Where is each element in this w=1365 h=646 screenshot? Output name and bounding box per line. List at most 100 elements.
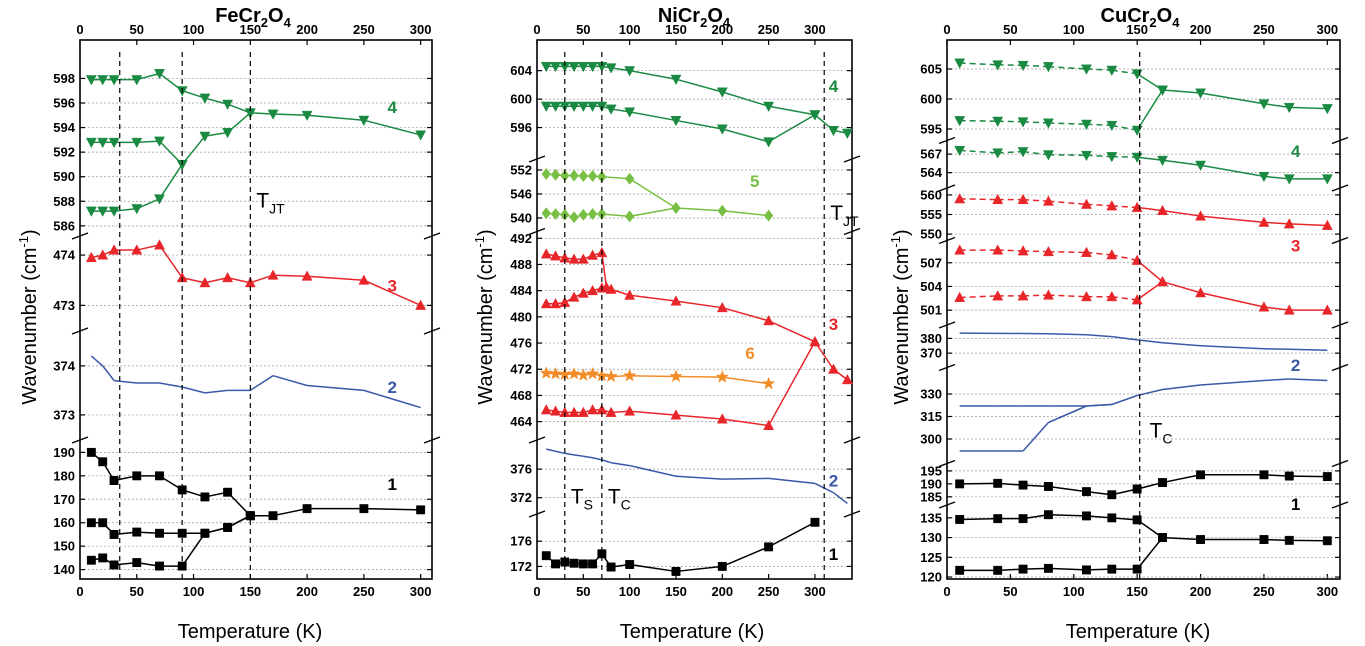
data-point <box>624 107 636 118</box>
axis-break-right <box>843 155 861 163</box>
data-point <box>954 145 966 157</box>
panel-3: 501 504 507 3 <box>920 236 1349 318</box>
series-line-segment <box>1048 250 1087 254</box>
series-line-segment <box>227 276 251 284</box>
data-point <box>670 295 682 306</box>
x-tick-label-top: 100 <box>1063 22 1085 37</box>
series-line-segment <box>1263 306 1290 311</box>
series-line-segment <box>136 244 160 251</box>
data-point <box>587 61 599 73</box>
data-point <box>540 404 552 415</box>
series-line-segment <box>1048 405 1087 424</box>
data-point <box>992 116 1004 127</box>
data-point <box>624 210 635 223</box>
axis-break-left <box>938 236 956 245</box>
data-point <box>1321 174 1333 185</box>
x-tick-label-bottom: 50 <box>576 584 590 599</box>
axis-break-left <box>938 136 956 145</box>
data-point <box>605 104 617 115</box>
series-0 <box>954 145 1333 185</box>
transition-label: TJT <box>256 189 285 216</box>
series-1 <box>955 533 1167 575</box>
series-line-segment <box>250 112 274 115</box>
series-0 <box>86 447 426 521</box>
data-point <box>716 124 728 135</box>
data-point <box>568 101 580 113</box>
data-point <box>841 373 853 385</box>
x-tick-label-bottom: 250 <box>353 584 375 599</box>
x-tick-label-bottom: 250 <box>758 584 780 599</box>
y-tick-label: 590 <box>53 169 75 184</box>
series-line-segment <box>1111 295 1138 301</box>
data-point <box>132 558 142 568</box>
data-point <box>577 287 589 298</box>
data-point <box>1157 275 1168 287</box>
mode-label: 5 <box>750 172 759 191</box>
data-point <box>670 74 682 85</box>
data-point <box>715 370 729 383</box>
y-tick-label: 598 <box>53 71 75 86</box>
data-point <box>222 271 234 283</box>
data-point <box>540 297 552 309</box>
y-tick-label: 540 <box>510 211 532 226</box>
data-point <box>670 115 682 127</box>
data-point <box>1107 490 1117 500</box>
data-point <box>540 61 552 73</box>
data-point <box>763 209 774 222</box>
data-point <box>955 479 965 489</box>
y-tick-label: 507 <box>920 255 942 270</box>
data-point <box>85 137 97 149</box>
axis-break-right <box>423 327 441 335</box>
data-point <box>1259 470 1269 480</box>
x-tick-label-top: 0 <box>76 22 83 37</box>
panel-7: 120 125 130 135 1 <box>920 495 1349 585</box>
mode-label: 3 <box>388 276 397 295</box>
data-point <box>568 291 580 302</box>
data-point <box>1195 160 1207 172</box>
series-line-segment <box>102 365 115 382</box>
data-point <box>108 75 120 86</box>
series-2 <box>86 511 255 571</box>
series-line-segment <box>363 279 421 307</box>
series-line-segment <box>1136 388 1163 397</box>
series-line-segment <box>181 532 206 567</box>
series-line-segment <box>1136 89 1164 131</box>
data-point <box>109 529 119 539</box>
series-line-segment <box>182 276 206 284</box>
series-line-segment <box>722 477 769 480</box>
y-tick-label: 546 <box>510 187 532 202</box>
data-point <box>568 61 580 73</box>
data-point <box>199 93 211 104</box>
series-line-segment <box>1086 68 1112 71</box>
data-point <box>415 299 427 310</box>
data-point <box>97 75 109 86</box>
x-tick-label-top: 300 <box>1316 22 1338 37</box>
series-line-segment <box>675 207 723 212</box>
y-tick-label: 160 <box>53 515 75 530</box>
y-axis-label-sup: -1 <box>472 236 487 248</box>
series-line-segment <box>959 62 998 66</box>
data-point <box>587 404 599 415</box>
axis-break-right <box>843 510 861 518</box>
data-point <box>578 169 589 183</box>
data-point <box>1107 513 1117 523</box>
data-point <box>267 109 279 120</box>
data-point <box>828 125 839 137</box>
data-point <box>1042 150 1054 161</box>
data-point <box>108 206 120 217</box>
series-line-segment <box>1111 205 1138 209</box>
series-line-segment <box>814 341 835 370</box>
chart-title-cucr2o4: CuCr2O4 <box>1101 5 1181 30</box>
series-line-segment <box>181 135 206 165</box>
y-tick-label: 185 <box>920 489 942 504</box>
series-0 <box>959 332 1328 351</box>
series-line-segment <box>1263 103 1290 109</box>
data-point <box>993 565 1003 575</box>
data-point <box>568 406 580 417</box>
data-point <box>992 60 1004 71</box>
series-line-segment <box>1289 223 1328 227</box>
data-point <box>1283 304 1295 315</box>
data-point <box>200 528 210 538</box>
panel-1: 564 567 <box>920 136 1349 185</box>
series-line-segment <box>1137 206 1163 212</box>
